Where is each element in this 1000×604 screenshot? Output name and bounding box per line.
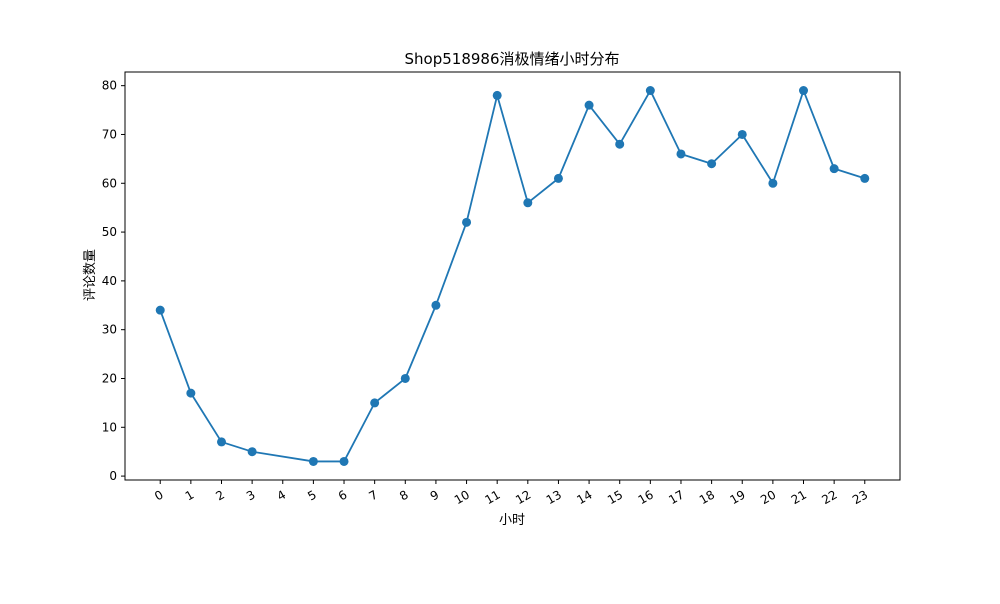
data-point bbox=[615, 139, 625, 149]
data-point bbox=[676, 149, 686, 159]
x-tick-label: 1 bbox=[183, 487, 197, 503]
x-tick-label: 10 bbox=[452, 487, 472, 507]
y-tick-label: 70 bbox=[102, 127, 117, 141]
y-tick-label: 0 bbox=[109, 469, 117, 483]
x-tick-label: 0 bbox=[152, 487, 166, 503]
data-point bbox=[768, 178, 778, 188]
data-point bbox=[431, 300, 441, 310]
data-point bbox=[860, 173, 870, 183]
x-tick-label: 7 bbox=[367, 487, 381, 503]
data-point bbox=[799, 86, 809, 96]
data-point bbox=[216, 437, 226, 447]
x-tick-label: 5 bbox=[305, 487, 319, 503]
data-point bbox=[370, 398, 380, 408]
series-layer bbox=[155, 86, 870, 466]
x-tick-label: 14 bbox=[574, 487, 594, 507]
x-tick-label: 17 bbox=[666, 487, 686, 507]
x-tick-label: 2 bbox=[213, 487, 227, 503]
x-tick-label: 18 bbox=[697, 487, 717, 507]
data-point bbox=[553, 173, 563, 183]
x-tick-label: 9 bbox=[428, 487, 442, 503]
x-tick-label: 21 bbox=[789, 487, 809, 507]
y-tick-label: 30 bbox=[102, 323, 117, 337]
data-point bbox=[645, 86, 655, 96]
x-tick-label: 3 bbox=[244, 487, 258, 503]
data-point bbox=[155, 305, 165, 315]
data-point bbox=[523, 198, 533, 208]
data-point bbox=[707, 159, 717, 169]
x-tick-label: 19 bbox=[728, 487, 748, 507]
y-tick-label: 40 bbox=[102, 274, 117, 288]
data-point bbox=[737, 129, 747, 139]
x-tick-label: 16 bbox=[636, 487, 656, 507]
data-point bbox=[339, 456, 349, 466]
x-axis-label: 小时 bbox=[499, 513, 525, 528]
data-point bbox=[247, 447, 257, 457]
y-tick-label: 80 bbox=[102, 79, 117, 93]
x-tick-label: 11 bbox=[482, 487, 502, 507]
plot-frame bbox=[124, 71, 901, 481]
y-axis-label: 评论数量 bbox=[83, 249, 98, 301]
data-point bbox=[400, 373, 410, 383]
data-point bbox=[584, 100, 594, 110]
x-tick-label: 12 bbox=[513, 487, 533, 507]
series-line bbox=[159, 89, 866, 463]
data-point bbox=[308, 456, 318, 466]
data-point bbox=[829, 164, 839, 174]
y-tick-label: 60 bbox=[102, 176, 117, 190]
x-tick-label: 4 bbox=[275, 487, 289, 503]
y-tick-label: 20 bbox=[102, 371, 117, 385]
data-point bbox=[462, 217, 472, 227]
x-tick-label: 23 bbox=[850, 487, 870, 507]
x-tick-label: 13 bbox=[544, 487, 564, 507]
x-tick-label: 15 bbox=[605, 487, 625, 507]
x-tick-label: 8 bbox=[397, 487, 411, 503]
chart-title: Shop518986消极情绪小时分布 bbox=[405, 50, 620, 68]
y-tick-label: 50 bbox=[102, 225, 117, 239]
y-tick-label: 10 bbox=[102, 420, 117, 434]
x-tick-label: 20 bbox=[758, 487, 778, 507]
x-tick-label: 6 bbox=[336, 487, 350, 503]
x-tick-label: 22 bbox=[819, 487, 839, 507]
data-point bbox=[186, 388, 196, 398]
data-point bbox=[492, 90, 502, 100]
